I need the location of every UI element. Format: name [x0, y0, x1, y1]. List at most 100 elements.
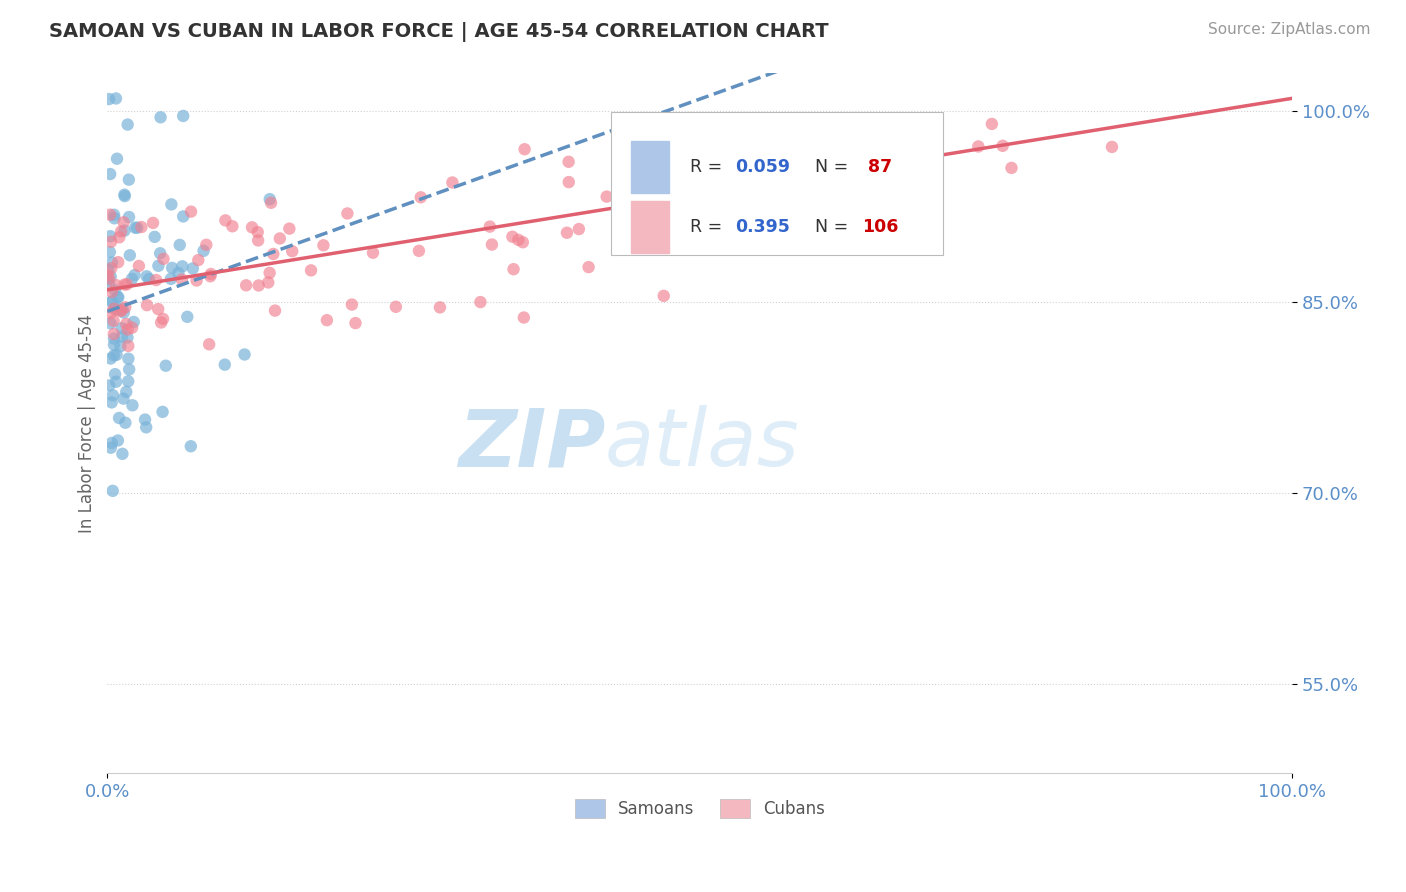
Text: N =: N = [814, 218, 853, 236]
Point [114, 416, 136, 430]
Point [233, 347, 256, 361]
Point [100, 317, 122, 331]
Point [627, 209, 650, 223]
Point [100, 261, 122, 276]
Point [169, 238, 191, 252]
Point [502, 262, 524, 277]
Text: R =: R = [690, 158, 728, 176]
Point [103, 301, 125, 316]
Point [110, 303, 132, 318]
Point [118, 172, 141, 186]
Point [117, 322, 139, 336]
Point [100, 235, 122, 249]
Point [915, 117, 938, 131]
Legend: Samoans, Cubans: Samoans, Cubans [568, 792, 831, 824]
Point [620, 153, 643, 167]
Point [312, 238, 335, 252]
Point [122, 315, 145, 329]
Point [145, 273, 167, 287]
Point [124, 220, 146, 235]
Point [198, 337, 221, 351]
Point [247, 278, 270, 293]
Point [98, 229, 121, 244]
Point [512, 235, 534, 250]
Point [117, 330, 139, 344]
Point [801, 169, 824, 183]
Point [136, 298, 159, 312]
Point [501, 229, 523, 244]
Y-axis label: In Labor Force | Age 45-54: In Labor Force | Age 45-54 [79, 314, 96, 533]
Point [100, 295, 122, 310]
Point [730, 186, 752, 200]
FancyBboxPatch shape [612, 112, 942, 255]
Point [235, 278, 257, 293]
Point [118, 210, 141, 224]
Point [152, 311, 174, 326]
Point [149, 110, 172, 124]
Point [117, 118, 139, 132]
Point [626, 228, 648, 243]
Point [111, 321, 134, 335]
Point [180, 204, 202, 219]
Point [112, 215, 135, 229]
Point [98, 208, 121, 222]
Point [108, 411, 131, 425]
Point [860, 120, 883, 134]
Point [160, 260, 183, 275]
Point [97, 277, 120, 291]
Text: 0.059: 0.059 [735, 158, 790, 176]
Point [112, 305, 135, 319]
Point [142, 216, 165, 230]
Text: N =: N = [814, 158, 853, 176]
Point [180, 439, 202, 453]
Point [115, 384, 138, 399]
Point [104, 302, 127, 317]
Point [105, 278, 128, 293]
Point [111, 301, 134, 316]
Point [101, 255, 124, 269]
Bar [631, 141, 669, 194]
Point [127, 220, 149, 235]
Point [214, 213, 236, 227]
Point [117, 339, 139, 353]
Point [281, 244, 304, 259]
Point [851, 141, 873, 155]
Point [135, 420, 157, 434]
Point [1000, 161, 1022, 175]
Point [148, 259, 170, 273]
Point [97, 268, 120, 283]
Point [98, 271, 121, 285]
Point [100, 306, 122, 320]
Point [101, 483, 124, 498]
Point [167, 266, 190, 280]
Point [260, 195, 283, 210]
Point [128, 259, 150, 273]
Point [112, 392, 135, 406]
Point [429, 301, 451, 315]
Point [361, 245, 384, 260]
Point [259, 192, 281, 206]
Point [135, 269, 157, 284]
Point [316, 313, 339, 327]
Point [131, 220, 153, 235]
Point [101, 388, 124, 402]
Point [115, 277, 138, 292]
Point [264, 303, 287, 318]
Text: ZIP: ZIP [457, 405, 605, 483]
Point [578, 260, 600, 274]
Point [114, 277, 136, 292]
Point [299, 263, 322, 277]
Point [105, 348, 128, 362]
Point [111, 329, 134, 343]
Point [247, 234, 270, 248]
Text: 87: 87 [862, 158, 893, 176]
Point [160, 272, 183, 286]
Point [104, 300, 127, 314]
Point [150, 316, 173, 330]
Point [118, 362, 141, 376]
Text: SAMOAN VS CUBAN IN LABOR FORCE | AGE 45-54 CORRELATION CHART: SAMOAN VS CUBAN IN LABOR FORCE | AGE 45-… [49, 22, 828, 42]
Point [110, 224, 132, 238]
Point [257, 276, 280, 290]
Point [148, 302, 170, 317]
Point [555, 226, 578, 240]
